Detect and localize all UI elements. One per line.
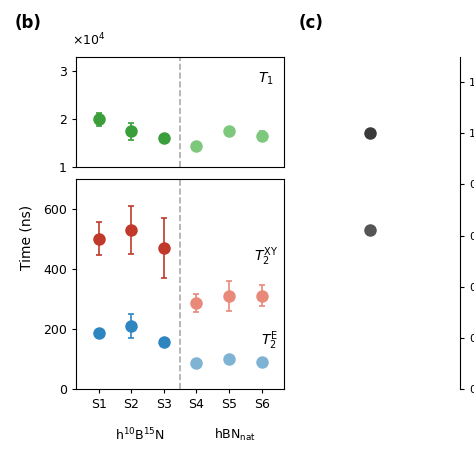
Text: $\mathrm{hBN_{nat}}$: $\mathrm{hBN_{nat}}$ xyxy=(214,427,255,443)
Text: Time (ns): Time (ns) xyxy=(19,204,33,270)
Text: $T_1$: $T_1$ xyxy=(258,70,274,87)
Text: $T_2^{\mathrm{XY}}$: $T_2^{\mathrm{XY}}$ xyxy=(254,246,278,268)
Text: $\mathrm{h^{10}B^{15}N}$: $\mathrm{h^{10}B^{15}N}$ xyxy=(115,427,165,443)
Text: $T_2^{\mathrm{E}}$: $T_2^{\mathrm{E}}$ xyxy=(261,330,278,353)
Text: $\times10^4$: $\times10^4$ xyxy=(72,31,105,48)
Text: (c): (c) xyxy=(299,14,323,32)
Text: (b): (b) xyxy=(14,14,41,32)
